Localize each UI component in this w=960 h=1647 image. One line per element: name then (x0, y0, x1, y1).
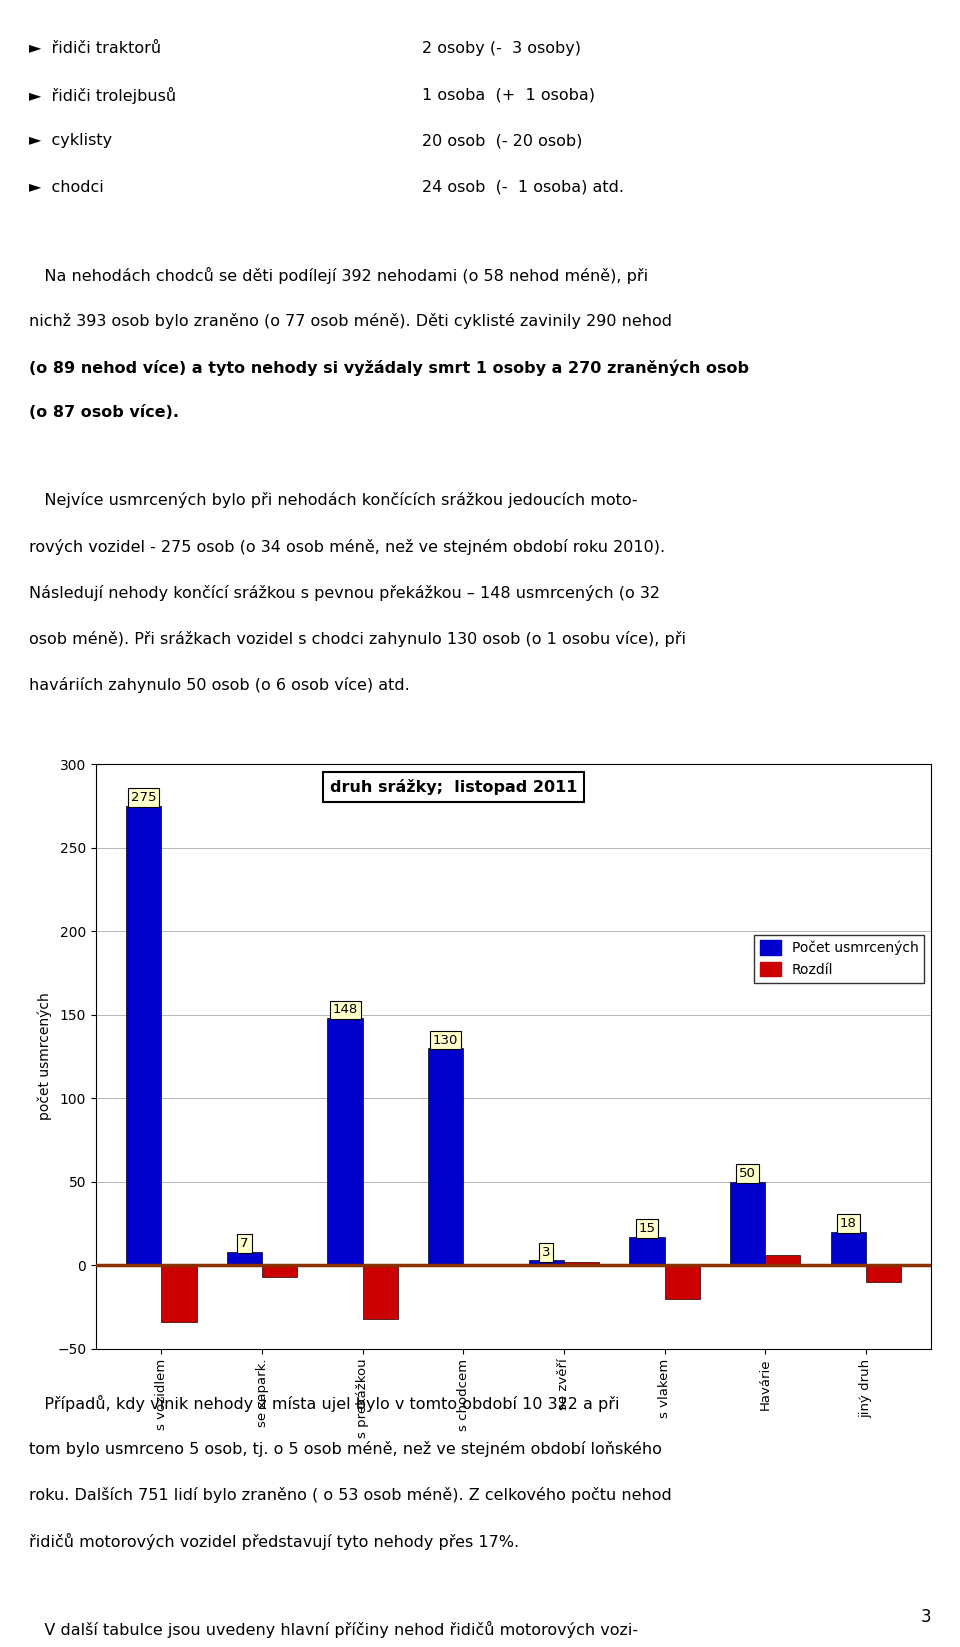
Bar (866, 1265, 901, 1281)
Bar (363, 1265, 397, 1319)
Bar (664, 1265, 700, 1299)
Bar (529, 1260, 564, 1265)
Text: Následují nehody končící srážkou s pevnou překážkou – 148 usmrcených (o 32: Následují nehody končící srážkou s pevno… (29, 585, 660, 601)
Text: 18: 18 (840, 1217, 856, 1230)
Text: 130: 130 (433, 1034, 458, 1046)
Text: Nejvíce usmrcených bylo při nehodách končících srážkou jedoucích moto-: Nejvíce usmrcených bylo při nehodách kon… (29, 492, 637, 509)
Bar (126, 805, 161, 1265)
Text: rových vozidel - 275 osob (o 34 osob méně, než ve stejném období roku 2010).: rových vozidel - 275 osob (o 34 osob mén… (29, 539, 665, 555)
Bar (428, 1047, 464, 1265)
Text: roku. Dalších 751 lidí bylo zraněno ( o 53 osob méně). Z celkového počtu nehod: roku. Dalších 751 lidí bylo zraněno ( o … (29, 1487, 672, 1504)
Text: 2 osoby (-  3 osoby): 2 osoby (- 3 osoby) (422, 41, 582, 56)
Y-axis label: počet usmrcených: počet usmrcených (37, 993, 52, 1120)
Bar (765, 1255, 801, 1265)
Bar (830, 1232, 866, 1265)
Text: ►  cyklisty: ► cyklisty (29, 133, 112, 148)
Bar (630, 1237, 664, 1265)
Bar (564, 1262, 599, 1265)
Bar (730, 1183, 765, 1265)
Bar (227, 1252, 262, 1265)
Text: 275: 275 (132, 791, 156, 804)
Text: osob méně). Při srážkach vozidel s chodci zahynulo 130 osob (o 1 osobu více), př: osob méně). Při srážkach vozidel s chodc… (29, 631, 685, 647)
Text: druh srážky;  listopad 2011: druh srážky; listopad 2011 (330, 779, 577, 796)
Text: nichž 393 osob bylo zraněno (o 77 osob méně). Děti cyklisté zavinily 290 nehod: nichž 393 osob bylo zraněno (o 77 osob m… (29, 313, 672, 329)
Text: tom bylo usmrceno 5 osob, tj. o 5 osob méně, než ve stejném období loňského: tom bylo usmrceno 5 osob, tj. o 5 osob m… (29, 1441, 661, 1458)
Text: Případů, kdy vinik nehody z místa ujel bylo v tomto období 10 322 a při: Případů, kdy vinik nehody z místa ujel b… (29, 1395, 619, 1411)
Text: V další tabulce jsou uvedeny hlavní příčiny nehod řidičů motorových vozi-: V další tabulce jsou uvedeny hlavní příč… (29, 1621, 638, 1637)
Bar (161, 1265, 197, 1323)
Text: 20 osob  (- 20 osob): 20 osob (- 20 osob) (422, 133, 583, 148)
Text: ►  řidiči trolejbusů: ► řidiči trolejbusů (29, 87, 176, 104)
Text: Na nehodách chodců se děti podílejí 392 nehodami (o 58 nehod méně), při: Na nehodách chodců se děti podílejí 392 … (29, 267, 648, 283)
Text: 24 osob  (-  1 osoba) atd.: 24 osob (- 1 osoba) atd. (422, 180, 624, 194)
Text: (o 89 nehod více) a tyto nehody si vyžádaly smrt 1 osoby a 270 zraněných osob: (o 89 nehod více) a tyto nehody si vyžád… (29, 359, 749, 376)
Text: 7: 7 (240, 1237, 249, 1250)
Text: ►  řidiči traktorů: ► řidiči traktorů (29, 41, 161, 56)
Text: (o 87 osob více).: (o 87 osob více). (29, 405, 179, 420)
Bar (327, 1018, 363, 1265)
Text: ►  chodci: ► chodci (29, 180, 104, 194)
Text: 15: 15 (638, 1222, 656, 1235)
Text: 3: 3 (542, 1245, 550, 1258)
Legend: Počet usmrcených, Rozdíl: Počet usmrcených, Rozdíl (755, 935, 924, 983)
Bar (262, 1265, 298, 1276)
Text: 148: 148 (332, 1003, 358, 1016)
Text: 50: 50 (739, 1168, 756, 1181)
Text: řidičů motorových vozidel představují tyto nehody přes 17%.: řidičů motorových vozidel představují ty… (29, 1533, 519, 1550)
Text: haváriích zahynulo 50 osob (o 6 osob více) atd.: haváriích zahynulo 50 osob (o 6 osob víc… (29, 677, 410, 693)
Text: 3: 3 (921, 1607, 931, 1626)
Bar (464, 1263, 498, 1265)
Text: 1 osoba  (+  1 osoba): 1 osoba (+ 1 osoba) (422, 87, 595, 102)
